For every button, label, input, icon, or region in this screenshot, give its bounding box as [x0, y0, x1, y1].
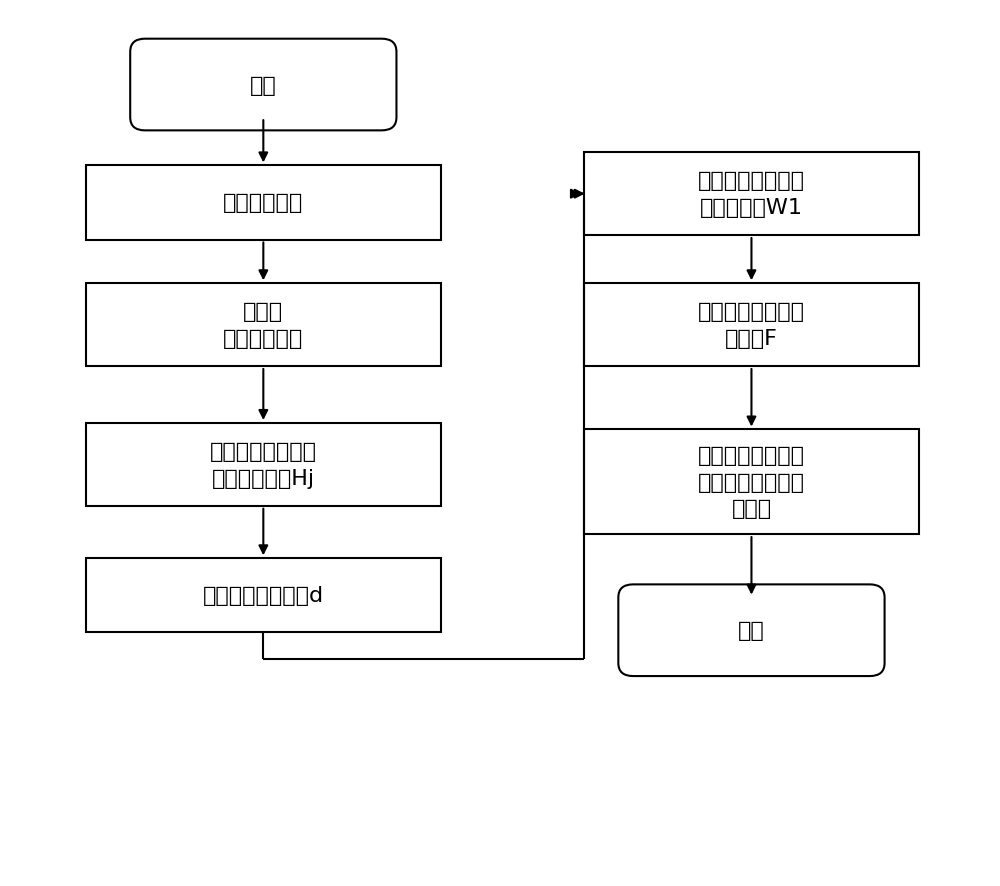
FancyBboxPatch shape: [86, 284, 441, 367]
FancyBboxPatch shape: [584, 153, 919, 236]
Text: 依据综合评价値由
小到大依次调节每
层流量: 依据综合评价値由 小到大依次调节每 层流量: [698, 446, 805, 518]
FancyBboxPatch shape: [86, 166, 441, 240]
Text: 计算每个注水参数
对应的权重W1: 计算每个注水参数 对应的权重W1: [698, 171, 805, 218]
FancyBboxPatch shape: [86, 424, 441, 506]
Text: 获取参数信息: 获取参数信息: [223, 193, 303, 214]
Text: 计算出每层的综合
评价値F: 计算出每层的综合 评价値F: [698, 302, 805, 348]
Text: 开始: 开始: [250, 75, 277, 96]
Text: 计算出信息效用値d: 计算出信息效用値d: [203, 586, 324, 606]
FancyBboxPatch shape: [130, 40, 396, 131]
FancyBboxPatch shape: [584, 430, 919, 534]
FancyBboxPatch shape: [618, 585, 885, 676]
FancyBboxPatch shape: [86, 558, 441, 633]
FancyBboxPatch shape: [584, 284, 919, 367]
Text: 结束: 结束: [738, 620, 765, 641]
Text: 计算每个注水参数
对应的信息熵Hj: 计算每个注水参数 对应的信息熵Hj: [210, 441, 317, 488]
Text: 归一化
生成评价矩阵: 归一化 生成评价矩阵: [223, 302, 303, 348]
